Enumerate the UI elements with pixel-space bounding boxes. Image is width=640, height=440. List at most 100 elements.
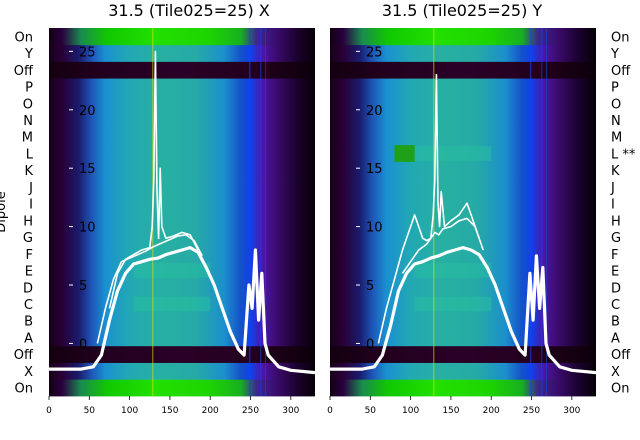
overlay-tick-label: 20 [79, 104, 96, 119]
row-label: H [23, 214, 33, 229]
heatmap-row [330, 379, 596, 397]
heatmap-row [49, 28, 315, 46]
x-tick-label: 100 [121, 406, 138, 416]
x-tick-label: 300 [563, 406, 580, 416]
x-tick-label: 0 [46, 406, 52, 416]
row-label: Y [24, 47, 33, 62]
row-label: O [23, 97, 33, 112]
heatmap-hotspot [394, 145, 415, 162]
row-label: K [611, 164, 620, 179]
heatmap-row [330, 178, 596, 196]
heatmap-row [330, 28, 596, 46]
heatmap-row [49, 61, 315, 79]
heatmap-row [330, 312, 596, 330]
row-label: D [611, 281, 621, 296]
overlay-line [401, 73, 480, 274]
x-tick-label: 50 [365, 406, 377, 416]
row-label: X [24, 365, 33, 380]
heatmap-row [49, 111, 315, 129]
overlay-lines-x [49, 50, 316, 375]
row-label: Y [610, 47, 619, 62]
heatmap-row [49, 94, 315, 113]
row-label: J [610, 181, 615, 196]
overlay-tick-label: 25 [79, 45, 96, 60]
y-axis-label: Dipole [0, 191, 9, 232]
row-label: C [611, 298, 620, 313]
x-tick-label: 200 [483, 406, 500, 416]
x-tick-label: 250 [523, 406, 540, 416]
heatmap-row [49, 128, 315, 146]
row-label: M [22, 131, 33, 146]
overlay-line [330, 246, 597, 375]
overlay-tick-label: 0 [366, 337, 374, 352]
row-label: E [25, 265, 33, 280]
row-label: I [611, 198, 615, 213]
heatmap-row [49, 278, 315, 297]
row-label: E [611, 265, 619, 280]
heatmap-row [330, 44, 596, 62]
heatmap-row [49, 44, 315, 62]
heatmap-row [330, 61, 596, 79]
row-label: B [611, 315, 620, 330]
row-label: O [611, 97, 621, 112]
panel-title-y: 31.5 (Tile025=25) Y [382, 1, 543, 20]
overlay-tick-label: 15 [79, 162, 96, 177]
heatmap-row [49, 212, 315, 230]
x-axis-ticks-y: 0 50 100 150 200 250 300 [327, 396, 581, 416]
overlay-line [96, 234, 203, 344]
heatmap-row [330, 345, 596, 363]
heatmap-streak [265, 28, 267, 396]
heatmap-streak [248, 28, 251, 396]
overlay-tick-label: 10 [366, 221, 383, 236]
heatmap-row [330, 362, 596, 380]
row-label: M [611, 131, 622, 146]
heatmap-streak [541, 28, 543, 396]
row-label: I [29, 198, 33, 213]
overlay-lines-y [330, 73, 597, 375]
heatmap-streak [529, 28, 532, 396]
overlay-tick-label: 0 [79, 337, 87, 352]
heatmap-row [49, 145, 315, 163]
x-tick-label: 150 [442, 406, 459, 416]
row-label: B [24, 315, 33, 330]
heatmap-row [49, 161, 315, 179]
row-label: P [25, 81, 33, 96]
row-label: Off [611, 64, 631, 79]
heatmap-row [49, 312, 315, 330]
heatmap-streak [260, 28, 262, 396]
overlay-tick-label: 5 [79, 279, 87, 294]
heatmap-row [330, 111, 596, 129]
heatmap-row [330, 245, 596, 263]
heatmap-row [330, 128, 596, 146]
overlay-tick-label: 15 [366, 162, 383, 177]
heatmap-row [49, 245, 315, 263]
heatmap-row [49, 362, 315, 380]
overlay-line [108, 50, 199, 309]
row-label: Off [611, 348, 631, 363]
heatmap-row-highlight [414, 263, 492, 278]
x-tick-label: 300 [282, 406, 299, 416]
x-tick-label: 100 [402, 406, 419, 416]
heatmap-row-highlight [414, 296, 492, 312]
row-label: P [611, 81, 619, 96]
row-label: J [28, 181, 33, 196]
heatmap-streak [546, 28, 548, 396]
row-label: N [611, 114, 621, 129]
row-label: L ** [611, 147, 636, 162]
overlay-tick-label: 20 [366, 104, 383, 119]
panel-y: 31.5 (Tile025=25) Y 0 5 10 15 20 25 0 50 100 150… [327, 1, 597, 416]
heatmap-row [49, 345, 315, 363]
x-tick-label: 0 [327, 406, 333, 416]
heatmap-row-highlight [414, 146, 492, 161]
row-label: A [24, 331, 33, 346]
heatmap-row [49, 379, 315, 397]
heatmap-row [330, 78, 596, 96]
panel-x: 31.5 (Tile025=25) X 0 5 10 15 20 25 0 50 100 150… [46, 1, 316, 416]
row-label: N [23, 114, 33, 129]
heatmap-row [330, 228, 596, 246]
overlay-line [49, 246, 316, 375]
row-label: D [23, 281, 33, 296]
